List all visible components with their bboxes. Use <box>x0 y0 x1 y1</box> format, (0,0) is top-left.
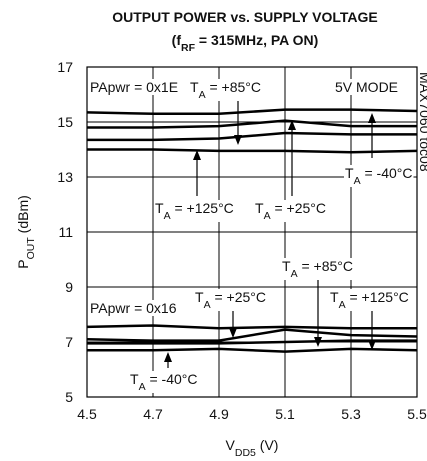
label-background <box>254 200 327 222</box>
annotation-part: T <box>130 371 139 387</box>
arrow-head <box>368 113 376 123</box>
chart-subtitle: (fRF = 315MHz, PA ON) <box>172 32 319 54</box>
annotation-part: T <box>195 289 204 305</box>
annotation-part: = +25°C <box>271 200 326 216</box>
label-background <box>281 258 354 280</box>
annotation-part: = +85°C <box>298 258 353 274</box>
annotation: 5V MODE <box>335 79 398 95</box>
label-background <box>154 200 235 222</box>
x-axis-label-part: DD5 <box>235 447 256 459</box>
annotation-part: = +85°C <box>206 79 261 95</box>
annotation-part: A <box>264 210 271 222</box>
y-tick-label: 13 <box>57 169 73 185</box>
plot-frame <box>86 66 418 398</box>
annotation-part: T <box>330 289 339 305</box>
x-tick-label: 4.7 <box>143 406 163 422</box>
annotation-part: A <box>139 381 146 393</box>
x-tick-label: 5.1 <box>275 406 295 422</box>
series-line <box>86 324 417 330</box>
y-tick-label: 7 <box>65 334 73 350</box>
annotation-part: T <box>282 258 291 274</box>
x-axis-label-part: V <box>226 437 236 453</box>
arrow-head <box>368 340 376 350</box>
chart-subtitle-part: (f <box>172 32 182 48</box>
annotation-part: = -40°C <box>146 371 198 387</box>
annotation: PApwr = 0x1E <box>90 79 178 95</box>
series-line <box>87 131 417 142</box>
label-background <box>129 371 199 393</box>
annotation-part: 5V MODE <box>335 79 398 95</box>
annotation-part: T <box>190 79 199 95</box>
label-background <box>89 79 180 95</box>
label-background <box>344 165 414 187</box>
y-axis-label-part: (dBm) <box>15 195 31 237</box>
label-background <box>189 79 262 101</box>
annotation-part: A <box>339 299 346 311</box>
series-line <box>86 328 418 342</box>
annotation: TA = +85°C <box>190 79 261 101</box>
arrow-head <box>164 352 172 362</box>
x-tick-label: 5.3 <box>341 406 361 422</box>
arrow-head <box>314 337 322 347</box>
y-tick-label: 5 <box>65 389 73 405</box>
annotation-part: = +25°C <box>211 289 266 305</box>
y-axis-label-part: P <box>15 259 31 268</box>
y-axis-label: POUT (dBm) <box>15 195 37 269</box>
chart-subtitle-part: RF <box>181 42 196 54</box>
label-background <box>194 289 267 311</box>
series-line <box>87 119 417 129</box>
y-tick-label: 9 <box>65 279 73 295</box>
arrow-head <box>193 150 201 160</box>
annotation: TA = +125°C <box>155 200 234 222</box>
label-background <box>89 300 178 316</box>
x-axis-label-part: (V) <box>256 437 279 453</box>
annotation: TA = +25°C <box>255 200 326 222</box>
y-tick-label: 17 <box>57 59 73 75</box>
annotation-part: T <box>255 200 264 216</box>
watermark: MAX7060 toc08 <box>417 72 427 172</box>
y-tick-label: 11 <box>58 224 73 240</box>
annotation-part: = +125°C <box>171 200 234 216</box>
annotation: TA = +125°C <box>330 289 409 311</box>
annotation-part: A <box>354 175 361 187</box>
annotation: TA = -40°C <box>345 165 412 187</box>
x-tick-label: 4.9 <box>209 406 229 422</box>
annotation-part: A <box>204 299 211 311</box>
arrow-head <box>234 135 242 145</box>
annotation-part: A <box>291 268 298 280</box>
annotation: TA = -40°C <box>130 371 197 393</box>
annotation-part: T <box>155 200 164 216</box>
annotation-part: A <box>199 89 206 101</box>
annotation: TA = +25°C <box>195 289 266 311</box>
series-line <box>87 339 417 345</box>
annotation: PApwr = 0x16 <box>90 300 177 316</box>
annotation-part: = -40°C <box>361 165 413 181</box>
x-tick-label: 5.5 <box>407 406 427 422</box>
annotation-part: A <box>164 210 171 222</box>
label-background <box>334 79 400 95</box>
chart-title: OUTPUT POWER vs. SUPPLY VOLTAGE <box>112 9 378 25</box>
arrow-head <box>229 328 237 338</box>
x-tick-label: 4.5 <box>77 406 97 422</box>
y-tick-label: 15 <box>57 114 73 130</box>
series-line <box>87 148 418 154</box>
arrow-head <box>288 120 296 130</box>
label-background <box>329 289 410 311</box>
y-axis-label-part: OUT <box>25 237 37 260</box>
series-line <box>87 347 418 353</box>
annotation-part: = +125°C <box>346 289 409 305</box>
annotation-part: PApwr = 0x1E <box>90 79 178 95</box>
annotation-part: T <box>345 165 354 181</box>
chart-subtitle-part: = 315MHz, PA ON) <box>195 32 318 48</box>
annotation: TA = +85°C <box>282 258 353 280</box>
annotation-part: PApwr = 0x16 <box>90 300 177 316</box>
x-axis-label: VDD5 (V) <box>226 437 279 459</box>
series-line <box>86 108 418 115</box>
